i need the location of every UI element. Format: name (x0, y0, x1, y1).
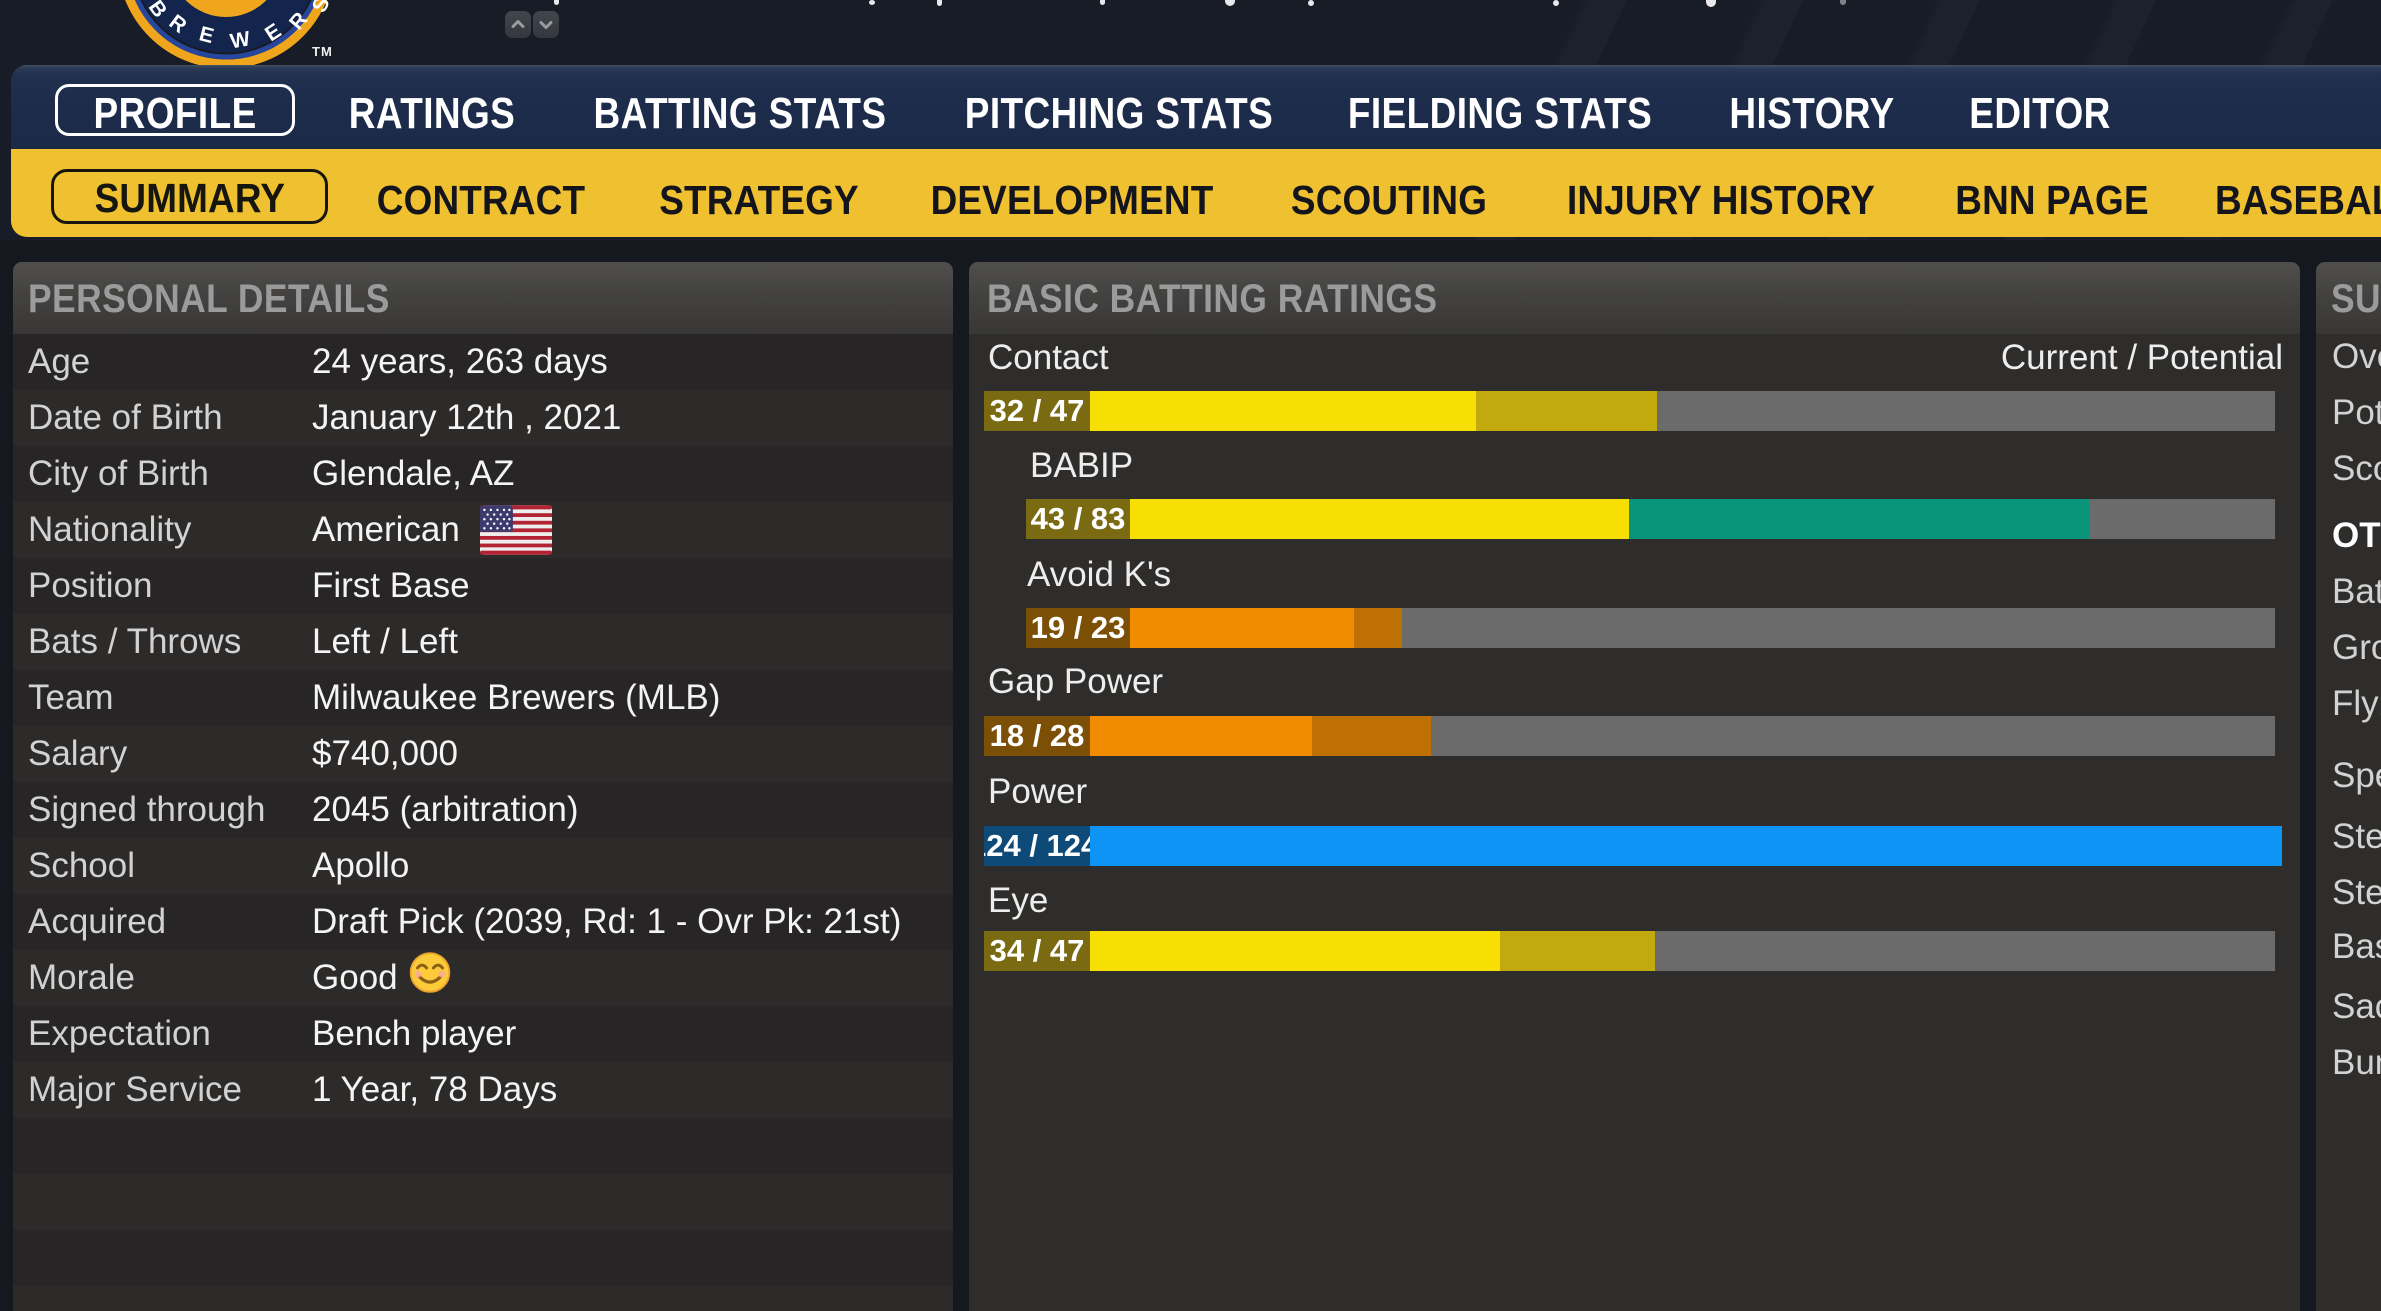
svg-text:E: E (197, 22, 216, 48)
svg-text:W: W (228, 27, 252, 53)
